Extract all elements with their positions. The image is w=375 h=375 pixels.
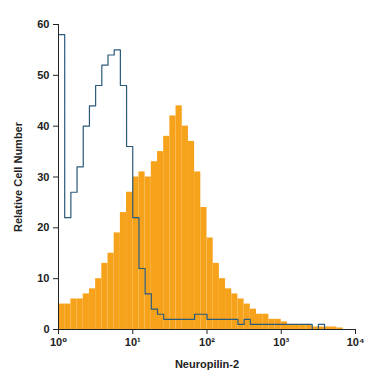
- svg-text:Neuropilin-2: Neuropilin-2: [175, 358, 239, 370]
- svg-text:30: 30: [37, 171, 49, 183]
- svg-text:40: 40: [37, 120, 49, 132]
- svg-text:10¹: 10¹: [125, 336, 141, 348]
- svg-text:0: 0: [43, 323, 49, 335]
- svg-text:10³: 10³: [273, 336, 289, 348]
- svg-text:10⁰: 10⁰: [50, 336, 67, 348]
- svg-text:50: 50: [37, 69, 49, 81]
- svg-text:10²: 10²: [199, 336, 215, 348]
- svg-text:60: 60: [37, 18, 49, 30]
- svg-text:10⁴: 10⁴: [347, 336, 365, 348]
- svg-text:10: 10: [37, 272, 49, 284]
- svg-text:20: 20: [37, 221, 49, 233]
- svg-text:Relative Cell Number: Relative Cell Number: [12, 121, 24, 232]
